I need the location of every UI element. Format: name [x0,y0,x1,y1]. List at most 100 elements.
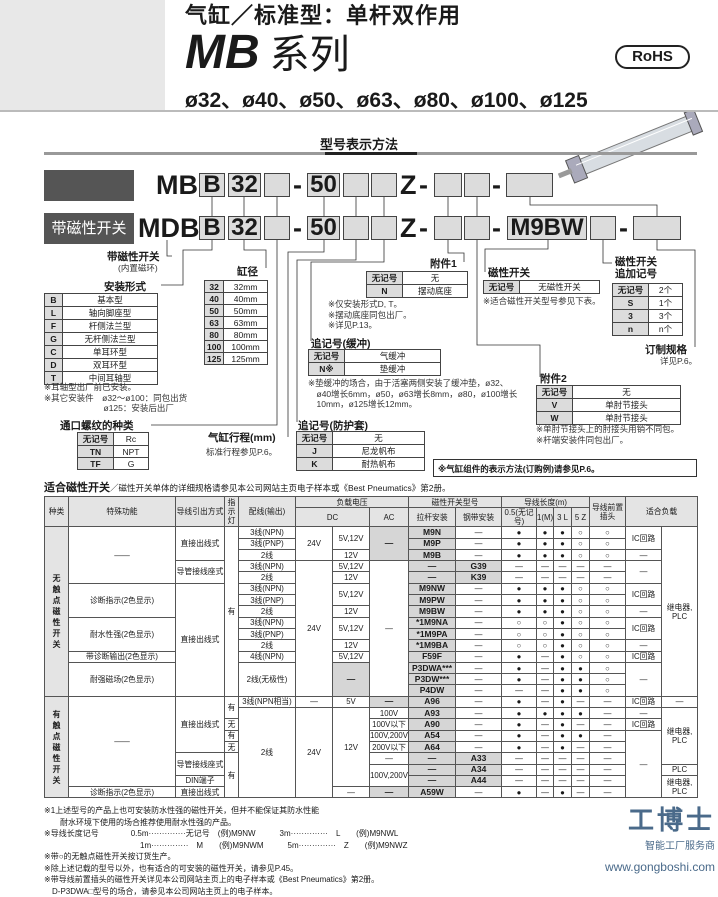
table-cell: 5V,12V [333,583,370,606]
availability-mark: ● [502,606,537,617]
availability-mark: ○ [590,527,626,538]
value-cell: 100mm [224,341,268,353]
table-cell: — [456,708,502,719]
model-cell: A96 [409,696,456,707]
type-cell: 无触点磁性开关 [45,527,69,696]
table-cell: — [409,561,456,572]
table-row: 无记号无磁性开关 [484,281,600,294]
title-text: 适合磁性开关 [44,482,110,494]
availability-mark: ● [554,696,572,707]
table-cell: — [370,753,409,764]
availability-mark: ○ [572,640,590,651]
table-cell: — [370,561,409,697]
table-cell: — [370,527,409,561]
table-cell: 2线 [239,708,296,798]
code-cell: C [45,346,63,359]
value-cell: 无 [403,272,468,285]
availability-mark: ● [502,730,537,741]
type-cell: 有触点磁性开关 [45,696,69,798]
note-line: ※带○的无触点磁性开关按订货生产。 [44,851,407,863]
value-cell: 基本型 [63,294,158,307]
table-cell: — [456,606,502,617]
availability-mark: ● [572,730,590,741]
column-header: 5 Z [572,508,590,527]
table-cell: 3线(NPN) [239,583,296,594]
table-cell: IC回路 [626,696,662,707]
table-cell: —— [69,527,176,583]
model-cell: P4DW [409,685,456,696]
column-header: 导线前置插头 [590,497,626,527]
watermark-tagline: 智能工厂服务商 [590,837,715,852]
table-cell: 2线 [239,606,296,617]
table-cell: — [456,527,502,538]
switch-table: 无记号无磁性开关 [483,280,600,294]
model-cell: A64 [409,741,456,752]
table-row: 诊断指示(2色显示)直接出线式——A59W—●—●—— [45,787,698,798]
table-cell: — [590,775,626,786]
table-cell: — [537,730,554,741]
note-line: ※其它安装件 ø32～ø100：同包出货 [44,393,187,404]
footnotes: ※1上述型号的产品上也可安装防水性强的磁性开关，但并不能保证其防水性能 耐水环境… [44,805,407,897]
table-cell: — [456,583,502,594]
availability-mark: ● [537,538,554,549]
note-line: ※仅安装形式D, T。 [328,299,412,310]
note-line: 耐水环境下使用的场合推荐使用耐水性强的产品。 [44,817,407,829]
table-cell: 12V [333,640,370,651]
model-cell: A44 [456,775,502,786]
switch-qty-label: 磁性开关追加记号 [615,256,657,280]
table-cell: — [590,561,626,572]
code-cell: 50 [205,305,224,317]
availability-mark: ● [502,595,537,606]
availability-mark: ○ [502,628,537,639]
acc1-notes: ※仅安装形式D, T。※摆动底座同包出厂。※详见P.13。 [328,299,412,331]
table-cell: — [662,696,698,707]
table-cell: 3线(NPN相当) [239,696,296,707]
watermark-brand: 工博士 [590,800,715,837]
column-header: 配线(输出) [239,497,296,527]
table-cell: — [572,572,590,583]
model-cell: A34 [456,764,502,775]
availability-mark: ● [537,527,554,538]
value-cell: 垫缓冲 [345,363,441,376]
table-cell: 2线 [239,572,296,583]
model-cell: A33 [456,753,502,764]
model-cell: *1M9NA [409,617,456,628]
table-cell: — [572,696,590,707]
table-cell: 有 [225,527,239,696]
table-cell: IC回路 [626,651,662,662]
table-cell: — [572,775,590,786]
table-cell: — [626,549,662,560]
stroke-label: 气缸行程(mm) [208,430,276,445]
model-cell: P3DW*** [409,674,456,685]
value-cell: 单肘节接头 [573,399,681,412]
table-cell: — [590,764,626,775]
value-cell: 杆侧法兰型 [63,320,158,333]
table-cell: 3线(NPN) [239,617,296,628]
availability-mark: ● [554,595,572,606]
availability-mark: ● [554,787,572,798]
watermark-site: www.gongboshi.com [590,860,715,874]
model-cell: A59W [409,787,456,798]
table-cell: — [590,696,626,707]
value-cell: 轴向脚座型 [63,307,158,320]
availability-mark: ○ [590,583,626,594]
column-header: 磁性开关型号 [409,497,502,508]
table-cell: 导管接线座式 [176,561,225,584]
note-line: 1m·············· M (例)M9NWM 5m··········… [44,840,407,852]
table-cell: 3线(PNP) [239,538,296,549]
model-cell: *1M9BA [409,640,456,651]
table-cell: 12V [333,572,370,583]
model-cell: M9N [409,527,456,538]
availability-mark: ○ [590,651,626,662]
table-cell: — [502,572,537,583]
table-cell: — [409,572,456,583]
table-cell: 5V,12V [333,561,370,572]
